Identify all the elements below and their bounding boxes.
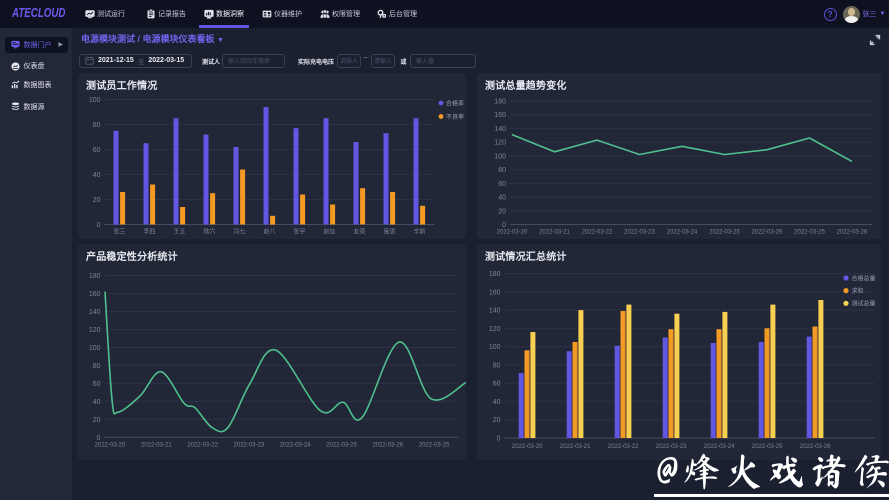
svg-text:160: 160 — [89, 291, 101, 298]
svg-text:求和: 求和 — [852, 287, 864, 295]
svg-text:20: 20 — [493, 417, 501, 424]
svg-text:2022-03-20: 2022-03-20 — [95, 442, 126, 448]
svg-text:2022-03-26: 2022-03-26 — [837, 230, 868, 236]
svg-text:20: 20 — [93, 197, 101, 204]
svg-text:60: 60 — [93, 147, 101, 154]
svg-text:李四: 李四 — [143, 228, 155, 236]
svg-text:40: 40 — [93, 172, 101, 179]
svg-text:160: 160 — [489, 289, 501, 296]
svg-text:100: 100 — [489, 344, 501, 351]
svg-text:120: 120 — [494, 140, 506, 147]
svg-text:测试总量: 测试总量 — [852, 300, 876, 308]
svg-text:140: 140 — [89, 309, 101, 316]
svg-text:赵八: 赵八 — [263, 228, 275, 236]
svg-text:120: 120 — [489, 326, 501, 333]
svg-text:2022-03-25: 2022-03-25 — [794, 230, 825, 236]
svg-text:20: 20 — [93, 417, 101, 424]
svg-text:160: 160 — [494, 112, 506, 119]
svg-text:2022-03-21: 2022-03-21 — [560, 444, 591, 450]
svg-text:20: 20 — [498, 208, 506, 215]
svg-text:2022-03-22: 2022-03-22 — [187, 442, 218, 448]
svg-text:2022-03-26: 2022-03-26 — [372, 442, 403, 448]
svg-text:140: 140 — [494, 126, 506, 133]
svg-text:友亮: 友亮 — [353, 228, 365, 236]
svg-text:2022-03-24: 2022-03-24 — [667, 230, 698, 236]
svg-text:180: 180 — [489, 271, 501, 278]
svg-text:180: 180 — [494, 99, 506, 106]
svg-text:陆六: 陆六 — [203, 228, 215, 236]
svg-text:度思: 度思 — [383, 228, 395, 236]
svg-text:2022-03-25: 2022-03-25 — [326, 442, 357, 448]
svg-text:2022-03-22: 2022-03-22 — [608, 444, 639, 450]
svg-text:2022-03-25: 2022-03-25 — [752, 444, 783, 450]
svg-text:60: 60 — [93, 381, 101, 388]
svg-text:80: 80 — [93, 363, 101, 370]
svg-text:2022-03-23: 2022-03-23 — [624, 230, 655, 236]
svg-text:0: 0 — [97, 222, 101, 229]
svg-text:2022-03-25: 2022-03-25 — [419, 442, 450, 448]
svg-text:合格总量: 合格总量 — [852, 274, 876, 282]
svg-text:140: 140 — [489, 308, 501, 315]
svg-text:2022-03-24: 2022-03-24 — [280, 442, 311, 448]
svg-text:2022-03-21: 2022-03-21 — [539, 230, 570, 236]
svg-text:张三: 张三 — [113, 228, 125, 236]
svg-text:2022-03-23: 2022-03-23 — [234, 442, 265, 448]
svg-text:不良率: 不良率 — [446, 113, 464, 121]
svg-text:60: 60 — [498, 181, 506, 188]
svg-text:张宇: 张宇 — [293, 228, 305, 236]
svg-text:40: 40 — [498, 195, 506, 202]
svg-text:180: 180 — [89, 273, 101, 280]
svg-text:2022-03-21: 2022-03-21 — [141, 442, 172, 448]
svg-text:120: 120 — [89, 327, 101, 334]
svg-text:2022-03-26: 2022-03-26 — [800, 444, 831, 450]
svg-text:2022-03-23: 2022-03-23 — [656, 444, 687, 450]
svg-text:2022-03-25: 2022-03-25 — [709, 230, 740, 236]
svg-text:冯七: 冯七 — [233, 228, 245, 236]
svg-text:合格率: 合格率 — [446, 99, 464, 107]
svg-text:2022-03-26: 2022-03-26 — [752, 230, 783, 236]
svg-text:60: 60 — [493, 381, 501, 388]
svg-text:40: 40 — [493, 399, 501, 406]
svg-text:80: 80 — [493, 362, 501, 369]
svg-text:0: 0 — [502, 222, 506, 229]
svg-text:辛斯: 辛斯 — [413, 228, 425, 236]
svg-text:王五: 王五 — [173, 229, 185, 236]
svg-text:2022-03-24: 2022-03-24 — [704, 444, 735, 450]
svg-text:80: 80 — [498, 167, 506, 174]
svg-text:2022-03-20: 2022-03-20 — [497, 230, 528, 236]
svg-text:赵信: 赵信 — [323, 228, 335, 236]
svg-text:40: 40 — [93, 399, 101, 406]
svg-text:100: 100 — [89, 345, 101, 352]
svg-text:0: 0 — [497, 436, 501, 443]
svg-text:2022-03-22: 2022-03-22 — [582, 230, 613, 236]
svg-text:2022-03-20: 2022-03-20 — [512, 444, 543, 450]
svg-text:100: 100 — [89, 97, 101, 104]
svg-text:0: 0 — [97, 435, 101, 442]
svg-text:100: 100 — [494, 153, 506, 160]
svg-text:80: 80 — [93, 122, 101, 129]
